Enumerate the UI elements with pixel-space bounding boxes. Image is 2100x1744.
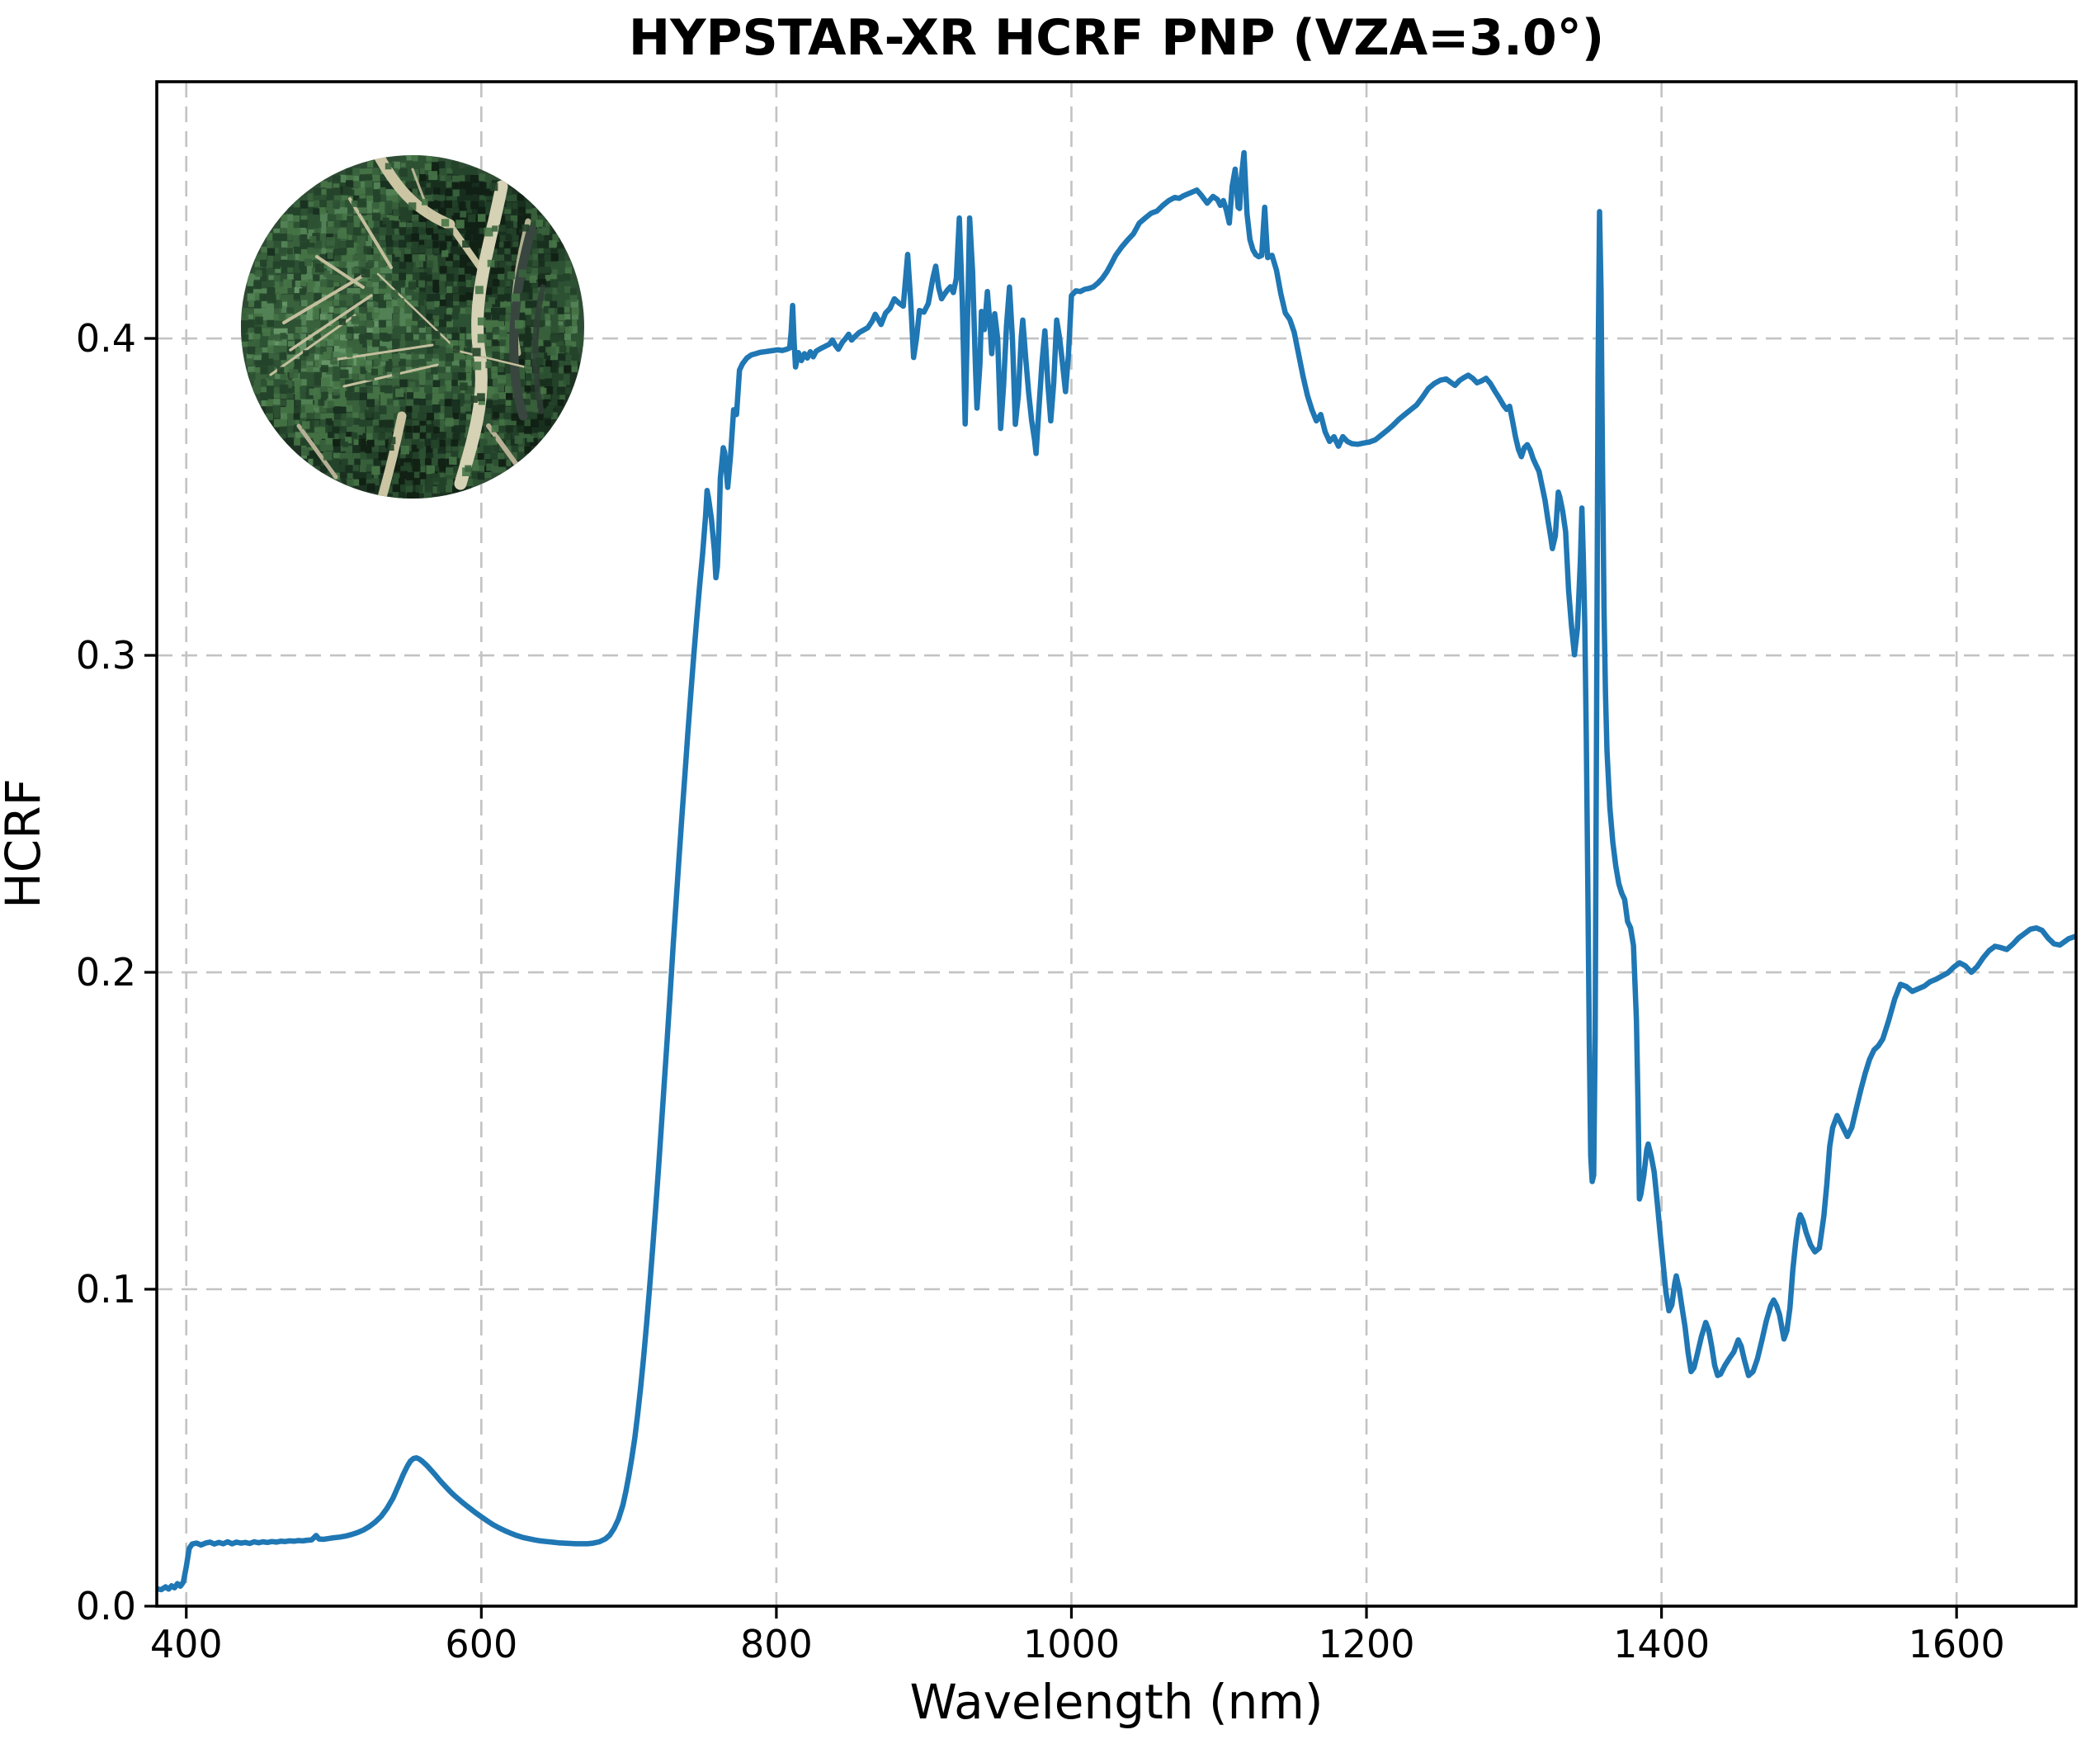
plot-border: [155, 80, 2078, 1608]
x-axis-label: Wavelength (nm): [909, 1674, 1323, 1730]
inset-branch: [376, 411, 407, 499]
curve-layer: [157, 149, 2076, 1593]
y-tick-label: 0.2: [76, 950, 136, 995]
inset-branch: [446, 221, 487, 276]
inset-canopy-texture: [241, 155, 578, 494]
y-tick-label: 0.1: [76, 1267, 136, 1312]
spectral-curve: [157, 149, 2076, 1593]
inset-leaf-overlay: [255, 163, 556, 475]
axes-layer: 400 600 800 1000 1200 1400 1600 0.0 0.1 0.2 0.3 0.4: [76, 80, 2078, 1666]
inset-branch: [411, 168, 431, 215]
inset-branch: [376, 272, 457, 350]
y-tick-label: 0.0: [76, 1584, 136, 1628]
x-tick-label: 1000: [1023, 1622, 1120, 1666]
inset-canopy-texture: [267, 161, 566, 499]
canopy-inset-photo: [241, 155, 584, 499]
inset-branch: [315, 255, 365, 289]
inset-branch: [296, 423, 338, 480]
x-tick-label: 400: [150, 1622, 223, 1666]
x-tick-label: 1200: [1319, 1622, 1415, 1666]
inset-canopy-texture: [241, 155, 579, 486]
x-tick-label: 800: [740, 1622, 813, 1666]
x-tick-label: 600: [445, 1622, 517, 1666]
y-axis-label: HCRF: [0, 778, 51, 909]
inset-canopy-texture: [333, 162, 572, 499]
inset-branch: [342, 363, 439, 388]
inset-branch: [452, 348, 531, 370]
inset-branch: [269, 314, 356, 376]
inset-branch: [509, 224, 536, 421]
x-tick-label: 1600: [1909, 1622, 2005, 1666]
inset-branch: [348, 197, 393, 269]
inset-branch: [289, 294, 373, 352]
y-tick-label: 0.4: [76, 316, 136, 361]
x-tick-label: 1400: [1613, 1622, 1710, 1666]
inset-branch: [367, 155, 455, 230]
inset-branch: [532, 284, 546, 414]
y-tick-label: 0.3: [76, 633, 136, 678]
inset-branch: [282, 274, 365, 324]
chart-title: HYPSTAR-XR HCRF PNP (VZA=3.0°): [629, 9, 1604, 67]
inset-branch: [454, 180, 508, 490]
